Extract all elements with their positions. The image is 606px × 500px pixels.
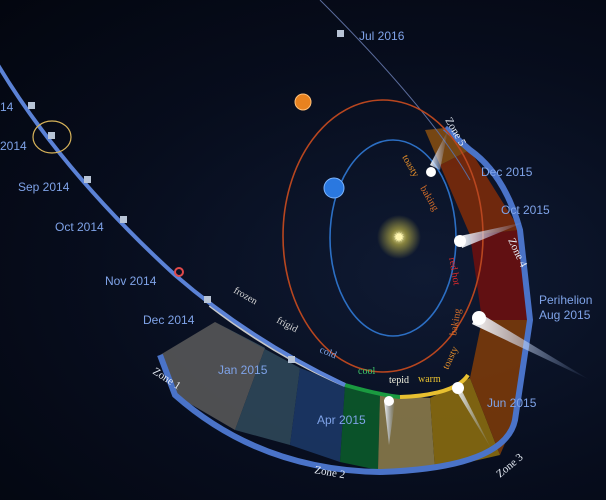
spacecraft-icon [288,356,295,363]
comet-icon [454,235,466,247]
spacecraft-icon [204,296,211,303]
highlight-ring [32,120,72,154]
zone-band-cold [290,368,345,462]
comet-icon [384,396,394,406]
label-date-apr-2015: Apr 2015 [317,413,366,427]
spacecraft-icon [337,30,344,37]
label-partial-highlight: 2014 [0,139,27,153]
comet-icon [460,222,525,248]
zone-band-toasty [470,320,530,455]
label-date-dec-2014: Dec 2014 [143,313,195,327]
comet-icon [426,167,436,177]
zone-label-3: Zone 3 [494,451,526,480]
label-date-oct-2014: Oct 2014 [55,220,104,234]
label-date-jul-2016: Jul 2016 [359,29,405,43]
temp-label-outbound-baking: baking [417,184,440,213]
temp-label-tepid: tepid [389,375,409,386]
temp-label-cold: cold [318,345,338,362]
spacecraft-markers [28,30,344,363]
temp-label-toasty: toasty [441,345,461,371]
zone-band-baking [440,150,520,235]
temperature-gradient-path-warm [344,383,401,399]
comet-icon [472,311,486,325]
temp-label-frigid: frigid [275,315,300,335]
label-perihelion-date: Aug 2015 [539,308,591,322]
label-date-dec-2015: Dec 2015 [481,165,533,179]
temperature-gradient-path-hot [399,373,470,399]
temperature-zone-band [157,125,534,476]
spacecraft-icon [48,132,55,139]
zone-band-outer-rim [157,125,534,476]
landing-marker-icon [174,267,184,277]
sun-icon: ✹ [393,231,405,246]
comet-icon [472,312,590,380]
temp-label-outbound-toasty: toasty [399,153,420,179]
temp-label-frozen: frozen [232,285,260,307]
zone-band-warm [430,378,500,470]
spacecraft-trajectory [0,64,346,387]
label-date-oct-2015: Oct 2015 [501,203,550,217]
earth-icon [323,177,345,199]
comet-orbit-outbound [319,0,471,181]
mars-icon [294,93,312,111]
zone-label-2: Zone 2 [313,464,345,481]
temp-label-warm: warm [418,374,441,385]
comet-icon [384,400,395,445]
spacecraft-icon [120,216,127,223]
label-partial-top: 14 [0,100,14,114]
temp-label-cool: cool [358,366,375,377]
label-date-jun-2015: Jun 2015 [487,396,537,410]
label-perihelion-title: Perihelion [539,293,592,307]
zone-band-redhot [470,230,530,320]
temp-label-baking: baking [448,308,464,337]
spacecraft-icon [84,176,91,183]
label-date-jan-2015: Jan 2015 [218,363,268,377]
comet-icon [454,387,492,450]
temp-label-redhot: red hot [446,257,462,287]
comet-markers [384,130,590,450]
label-date-sep-2014: Sep 2014 [18,180,70,194]
sun-glow [377,215,421,259]
zone-band-cool [340,385,380,470]
comet-icon [452,382,464,394]
label-date-nov-2014: Nov 2014 [105,274,157,288]
zone-band-frozen [160,322,265,430]
spacecraft-icon [28,102,35,109]
comet-icon [430,130,448,170]
zone-band-frigid [215,322,300,445]
